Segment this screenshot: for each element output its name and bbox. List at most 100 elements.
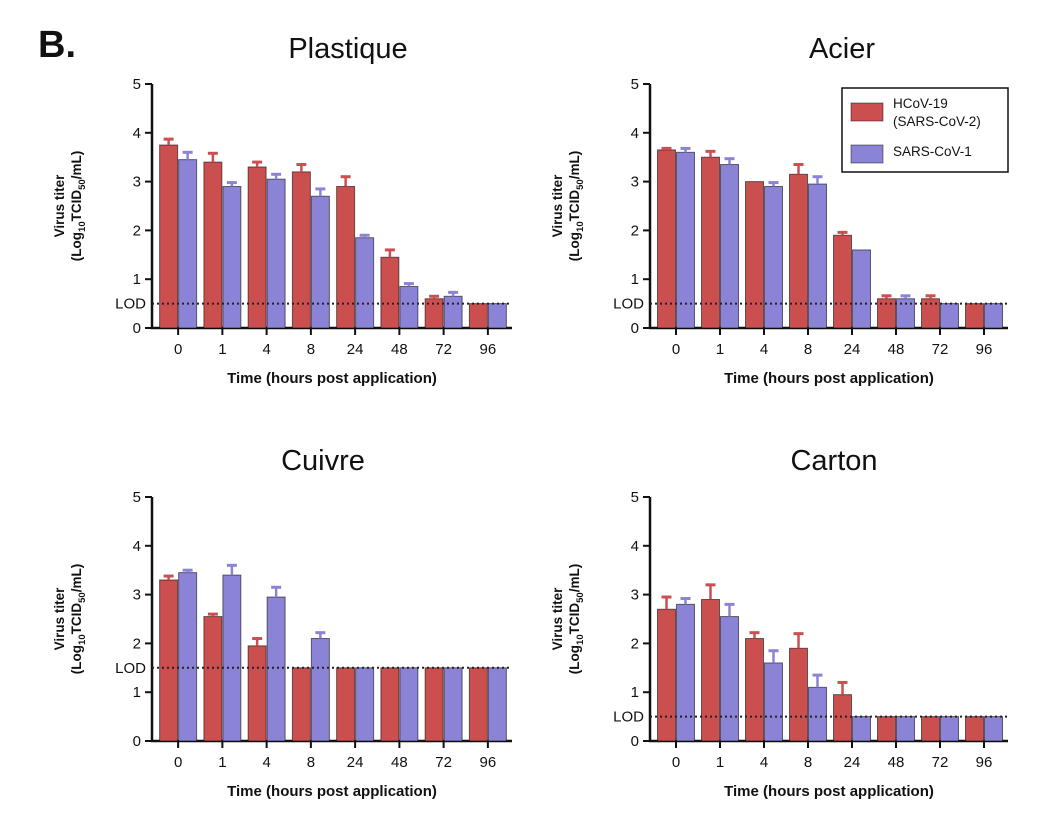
x-tick-label: 1: [716, 341, 724, 358]
bar: [222, 574, 242, 742]
chart-cuivre: Cuivre 0 1 2 3 4 5 Virus titer(Log10TCID50/mL) 0…: [52, 445, 512, 800]
bar: [355, 667, 375, 742]
legend-swatch: [850, 102, 884, 122]
x-tick-label: 48: [888, 341, 905, 358]
lod-label: LOD: [115, 296, 146, 313]
bar: [291, 667, 311, 742]
x-axis-label: Time (hours post application): [724, 783, 934, 800]
bar: [720, 616, 739, 742]
bar: [336, 667, 356, 742]
y-tick-label: 4: [133, 538, 141, 555]
y-tick-label: 2: [133, 635, 141, 652]
lod-label: LOD: [115, 660, 146, 677]
bar: [833, 694, 852, 742]
chart-title: Plastique: [288, 33, 407, 65]
bar: [701, 156, 720, 329]
y-tick-label: 1: [133, 271, 141, 288]
y-tick-label: 4: [631, 125, 639, 142]
bar: [178, 572, 198, 742]
bar: [965, 303, 984, 329]
x-tick-label: 1: [716, 754, 724, 771]
bar: [336, 185, 356, 329]
y-tick-label: 5: [133, 76, 141, 93]
bar: [468, 303, 488, 329]
bar: [764, 185, 783, 329]
bar: [443, 667, 463, 742]
x-tick-label: 96: [480, 754, 497, 771]
x-tick-label: 24: [347, 341, 364, 358]
bar: [380, 256, 400, 329]
chart-carton: Carton 0 1 2 3 4 5 Virus titer(Log10TCID50/mL) 0…: [550, 445, 1008, 800]
bar: [203, 616, 223, 742]
y-tick-label: 1: [631, 684, 639, 701]
bar: [808, 686, 827, 742]
x-tick-label: 48: [391, 341, 408, 358]
x-tick-label: 0: [672, 341, 680, 358]
y-tick-label: 4: [133, 125, 141, 142]
bar: [310, 195, 330, 329]
chart-acier: Acier 0 1 2 3 4 5 Virus titer(Log10TCID50/mL) 0 1…: [550, 33, 1008, 387]
lod-label: LOD: [613, 296, 644, 313]
bar: [852, 716, 871, 742]
x-tick-label: 48: [888, 754, 905, 771]
bar: [852, 249, 871, 329]
chart-title: Cuivre: [281, 445, 365, 477]
bar: [877, 716, 896, 742]
x-axis-label: Time (hours post application): [724, 370, 934, 387]
bar: [965, 716, 984, 742]
y-tick-label: 0: [631, 733, 639, 750]
y-tick-label: 1: [631, 271, 639, 288]
panel-letter: B.: [38, 24, 76, 66]
bar: [657, 608, 676, 742]
y-tick-label: 3: [133, 587, 141, 604]
x-tick-label: 72: [932, 341, 949, 358]
x-axis-label: Time (hours post application): [227, 783, 437, 800]
y-axis-label: Virus titer(Log10TCID50/mL): [550, 564, 586, 674]
y-axis-label: Virus titer(Log10TCID50/mL): [550, 151, 586, 261]
bar: [487, 667, 507, 742]
y-tick-label: 0: [133, 733, 141, 750]
x-tick-label: 4: [760, 754, 768, 771]
chart-title: Carton: [790, 445, 877, 477]
chart-title: Acier: [809, 33, 875, 65]
bar: [789, 647, 808, 742]
bar: [266, 596, 286, 742]
bar: [676, 151, 695, 329]
x-tick-label: 72: [435, 754, 452, 771]
legend-label-line2: (SARS-CoV-2): [893, 114, 981, 129]
bar: [896, 716, 915, 742]
legend: HCoV-19 (SARS-CoV-2) SARS-CoV-1: [841, 87, 1009, 173]
x-tick-label: 4: [262, 341, 270, 358]
x-tick-label: 96: [480, 341, 497, 358]
x-axis-label: Time (hours post application): [227, 370, 437, 387]
bar: [266, 178, 286, 329]
x-tick-label: 1: [218, 754, 226, 771]
bar: [676, 603, 695, 742]
bar: [443, 295, 463, 329]
bar: [222, 185, 242, 329]
x-tick-label: 96: [976, 341, 993, 358]
bar: [380, 667, 400, 742]
x-tick-label: 4: [760, 341, 768, 358]
y-tick-label: 3: [631, 174, 639, 191]
x-tick-label: 24: [844, 341, 861, 358]
bar: [984, 716, 1003, 742]
y-tick-label: 1: [133, 684, 141, 701]
x-tick-label: 72: [435, 341, 452, 358]
legend-label: SARS-CoV-1: [893, 144, 972, 159]
y-tick-label: 5: [631, 489, 639, 506]
bar: [487, 303, 507, 329]
y-axis-label: Virus titer(Log10TCID50/mL): [52, 564, 88, 674]
bar: [984, 303, 1003, 329]
chart-plastique: Plastique 0 1 2 3 4 5 Virus titer(Log10TCID50/m…: [52, 33, 512, 387]
bar: [159, 579, 179, 742]
x-tick-label: 4: [262, 754, 270, 771]
bar: [745, 181, 764, 329]
x-tick-label: 8: [804, 341, 812, 358]
x-tick-label: 0: [174, 341, 182, 358]
x-tick-label: 8: [307, 754, 315, 771]
bar: [789, 173, 808, 329]
y-tick-label: 0: [631, 320, 639, 337]
x-tick-label: 72: [932, 754, 949, 771]
